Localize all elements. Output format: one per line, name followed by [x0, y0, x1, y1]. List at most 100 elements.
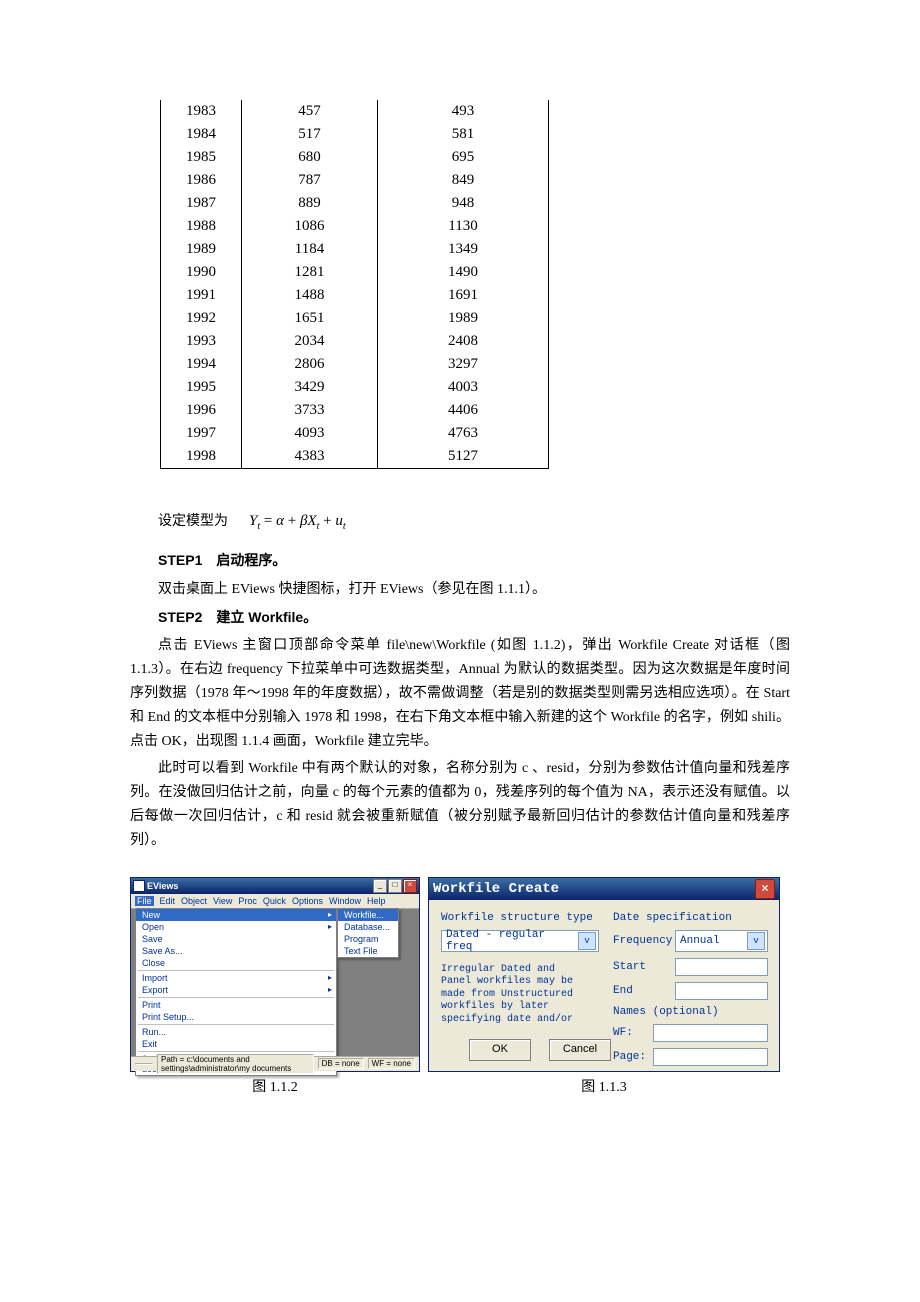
wfc-start-input[interactable] [675, 958, 768, 976]
new-submenu[interactable]: Workfile...Database...ProgramText File [337, 908, 399, 958]
table-cell: 4763 [378, 422, 549, 445]
menu-item[interactable]: Print [136, 999, 336, 1011]
model-line: 设定模型为 Yt = α + βXt + ut [130, 509, 790, 535]
chevron-down-icon[interactable]: v [747, 932, 765, 950]
table-row: 1983457493 [161, 100, 549, 123]
table-row: 198810861130 [161, 215, 549, 238]
model-prefix: 设定模型为 [158, 514, 228, 529]
menu-edit[interactable]: Edit [160, 896, 176, 906]
wfc-title-text: Workfile Create [433, 881, 559, 897]
menu-options[interactable]: Options [292, 896, 323, 906]
file-dropdown-menu[interactable]: NewOpenSaveSave As...Close ImportExport Pr… [135, 908, 337, 1076]
eviews-title-text: EViews [147, 881, 178, 891]
wfc-end-input[interactable] [675, 982, 768, 1000]
step2-para2: 此时可以看到 Workfile 中有两个默认的对象，名称分别为 c 、resid… [130, 757, 790, 852]
maximize-button[interactable]: □ [388, 879, 402, 893]
wfc-freq-value: Annual [680, 935, 720, 947]
wfc-wf-label: WF: [613, 1027, 647, 1039]
wfc-titlebar: Workfile Create × [429, 878, 779, 900]
table-cell: 4406 [378, 399, 549, 422]
minimize-button[interactable]: _ [373, 879, 387, 893]
submenu-item[interactable]: Program [338, 933, 398, 945]
table-cell: 1993 [161, 330, 242, 353]
menu-item[interactable]: Run... [136, 1026, 336, 1038]
table-cell: 889 [242, 192, 378, 215]
table-cell: 457 [242, 100, 378, 123]
table-cell: 1989 [378, 307, 549, 330]
status-db: DB = none [318, 1058, 364, 1069]
menu-item[interactable]: New [136, 909, 336, 921]
menu-view[interactable]: View [213, 896, 232, 906]
wfc-freq-label: Frequency [613, 935, 669, 947]
step1-para: 双击桌面上 EViews 快捷图标，打开 EViews（参见在图 1.1.1）。 [130, 578, 790, 602]
table-row: 199534294003 [161, 376, 549, 399]
wfc-names-label: Names (optional) [613, 1006, 768, 1018]
menu-item[interactable]: Close [136, 957, 336, 969]
table-cell: 1691 [378, 284, 549, 307]
page: 1983457493198451758119856806951986787849… [0, 0, 920, 1156]
table-cell: 1997 [161, 422, 242, 445]
step1-heading: STEP1启动程序。 [130, 549, 790, 574]
wfc-structure-select[interactable]: Dated - regular freq v [441, 930, 599, 952]
menu-separator [138, 1024, 334, 1025]
menu-separator [138, 1051, 334, 1052]
menu-help[interactable]: Help [367, 896, 386, 906]
table-row: 199637334406 [161, 399, 549, 422]
menu-item[interactable]: Print Setup... [136, 1011, 336, 1023]
submenu-item[interactable]: Database... [338, 921, 398, 933]
menu-item[interactable]: Import [136, 972, 336, 984]
table-cell: 695 [378, 146, 549, 169]
screenshots-row: EViews _ □ × File Edit Object View Proc Quick… [130, 877, 790, 1096]
table-cell: 2806 [242, 353, 378, 376]
menu-proc[interactable]: Proc [238, 896, 257, 906]
table-row: 199428063297 [161, 353, 549, 376]
table-row: 199216511989 [161, 307, 549, 330]
table-row: 1985680695 [161, 146, 549, 169]
table-cell: 1983 [161, 100, 242, 123]
table-row: 1986787849 [161, 169, 549, 192]
menu-object[interactable]: Object [181, 896, 207, 906]
menu-item[interactable]: Export [136, 984, 336, 996]
menu-file[interactable]: File [135, 896, 154, 906]
menu-separator [138, 997, 334, 998]
table-row: 199114881691 [161, 284, 549, 307]
menu-item[interactable]: Exit [136, 1038, 336, 1050]
eviews-app-icon [133, 880, 145, 892]
table-cell: 1349 [378, 238, 549, 261]
wfc-freq-select[interactable]: Annual v [675, 930, 768, 952]
table-cell: 1184 [242, 238, 378, 261]
menu-item[interactable]: Open [136, 921, 336, 933]
table-cell: 1995 [161, 376, 242, 399]
table-cell: 2408 [378, 330, 549, 353]
step2-heading: STEP2建立 Workfile。 [130, 606, 790, 631]
chevron-down-icon[interactable]: v [578, 932, 596, 950]
table-cell: 517 [242, 123, 378, 146]
wfc-date-label: Date specification [613, 912, 768, 924]
wfc-structure-value: Dated - regular freq [446, 929, 578, 953]
model-formula: Yt = α + βXt + ut [249, 513, 346, 529]
table-cell: 787 [242, 169, 378, 192]
wfc-page-input[interactable] [653, 1048, 768, 1066]
submenu-item[interactable]: Text File [338, 945, 398, 957]
menu-item[interactable]: Save As... [136, 945, 336, 957]
menu-item[interactable]: Save [136, 933, 336, 945]
table-cell: 1281 [242, 261, 378, 284]
table-cell: 1984 [161, 123, 242, 146]
menu-quick[interactable]: Quick [263, 896, 286, 906]
status-path: Path = c:\documents and settings\adminis… [157, 1054, 314, 1074]
data-table: 1983457493198451758119856806951986787849… [160, 100, 549, 469]
menu-window[interactable]: Window [329, 896, 361, 906]
wfc-ok-button[interactable]: OK [469, 1039, 531, 1061]
table-cell: 4093 [242, 422, 378, 445]
submenu-item[interactable]: Workfile... [338, 909, 398, 921]
wfc-wf-input[interactable] [653, 1024, 768, 1042]
table-row: 199843835127 [161, 445, 549, 469]
wfc-close-button[interactable]: × [755, 879, 775, 899]
table-cell: 1994 [161, 353, 242, 376]
wfc-structure-desc: Irregular Dated and Panel workfiles may … [441, 964, 591, 1027]
close-button[interactable]: × [403, 879, 417, 893]
eviews-menubar[interactable]: File Edit Object View Proc Quick Options Window… [131, 894, 419, 909]
wfc-start-label: Start [613, 961, 669, 973]
table-cell: 581 [378, 123, 549, 146]
wfc-cancel-button[interactable]: Cancel [549, 1039, 611, 1061]
